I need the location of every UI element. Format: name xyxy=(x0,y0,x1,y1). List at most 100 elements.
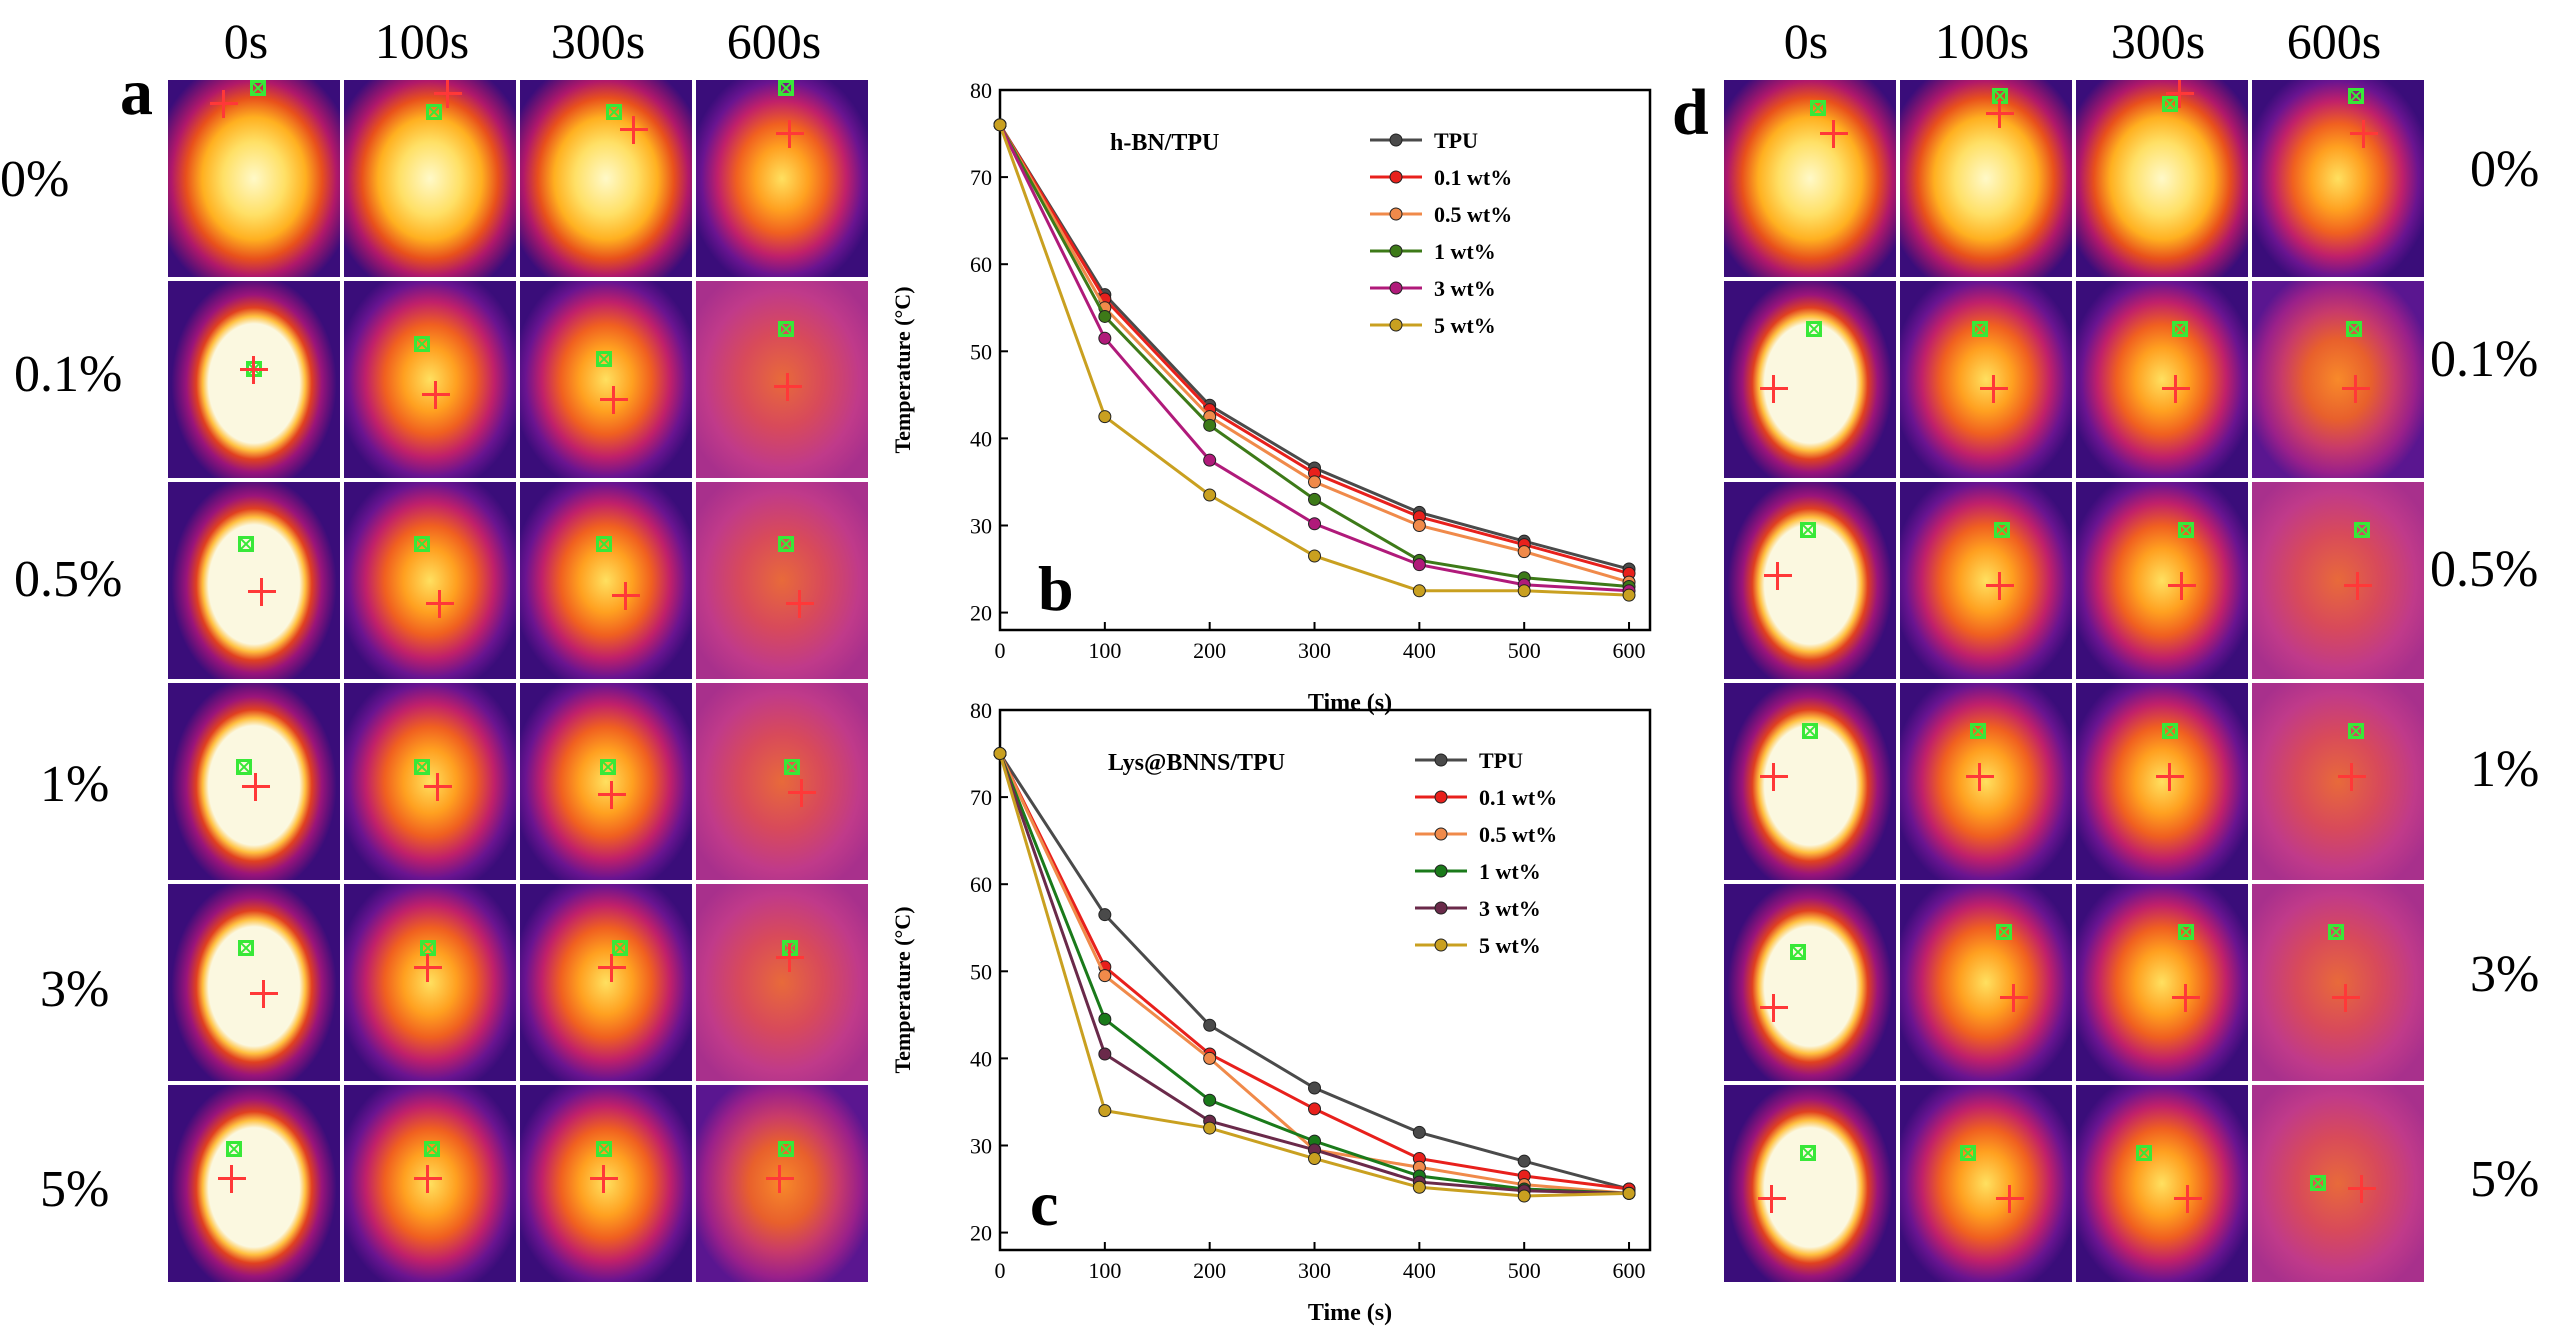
data-point xyxy=(1308,492,1322,506)
marker-square-icon xyxy=(596,351,612,367)
series-line xyxy=(998,124,1630,584)
marker-cross-icon xyxy=(414,954,442,982)
marker-square-icon xyxy=(600,759,616,775)
series-line xyxy=(998,752,1630,1195)
legend-marker xyxy=(1389,318,1403,332)
marker-cross-icon xyxy=(2174,1185,2202,1213)
row-label: 5% xyxy=(40,1161,110,1218)
row-label: 0.1% xyxy=(14,346,123,403)
marker-cross-icon xyxy=(414,1165,442,1193)
data-point xyxy=(1098,1047,1112,1061)
data-point xyxy=(1308,517,1322,531)
marker-square-icon xyxy=(226,1141,242,1157)
thermal-image xyxy=(2252,884,2424,1081)
legend-marker xyxy=(1389,207,1403,221)
legend-marker xyxy=(1434,827,1448,841)
row-label: 0.5% xyxy=(14,551,123,608)
marker-cross-icon xyxy=(2000,984,2028,1012)
y-tick-label: 80 xyxy=(970,698,992,723)
x-tick-label: 400 xyxy=(1403,638,1436,663)
series-line xyxy=(998,752,1630,1191)
data-point xyxy=(1203,418,1217,432)
marker-cross-icon xyxy=(240,356,268,384)
marker-square-icon xyxy=(778,536,794,552)
cooling-chart-c: Temperature (°C) Time (s) Lys@BNNS/TPU c… xyxy=(890,698,1652,1326)
plot-frame xyxy=(998,88,1652,632)
thermal-image-grid-a xyxy=(168,80,868,1282)
thermal-image xyxy=(1900,1085,2072,1282)
data-point xyxy=(1203,488,1217,502)
marker-square-icon xyxy=(238,536,254,552)
x-tick-label: 300 xyxy=(1298,638,1331,663)
x-tick-label: 0 xyxy=(995,638,1006,663)
marker-square-icon xyxy=(1800,1145,1816,1161)
row-label: 3% xyxy=(40,961,110,1018)
marker-square-icon xyxy=(1790,944,1806,960)
legend-marker xyxy=(1389,170,1403,184)
marker-square-icon xyxy=(238,940,254,956)
chart-title: h-BN/TPU xyxy=(1110,130,1219,156)
data-point xyxy=(993,118,1007,132)
legend-marker xyxy=(1389,133,1403,147)
row-label: 0.5% xyxy=(2430,541,2539,598)
data-point xyxy=(1203,453,1217,467)
marker-cross-icon xyxy=(612,582,640,610)
data-point xyxy=(1622,588,1636,602)
marker-cross-icon xyxy=(242,773,270,801)
row-label: 3% xyxy=(2470,946,2540,1003)
thermal-image xyxy=(2252,683,2424,880)
legend: TPU 0.1 wt% 0.5 wt% 1 wt% 3 wt% 5 wt% xyxy=(1370,128,1512,338)
legend-label: 1 wt% xyxy=(1479,859,1541,884)
x-tick-label: 400 xyxy=(1403,1258,1436,1283)
y-tick-label: 30 xyxy=(970,1133,992,1158)
data-point xyxy=(1098,1012,1112,1026)
time-header: 600s xyxy=(2286,13,2382,69)
thermal-image xyxy=(168,482,340,679)
marker-cross-icon xyxy=(1996,1185,2024,1213)
marker-square-icon xyxy=(596,1141,612,1157)
marker-square-icon xyxy=(2172,321,2188,337)
marker-cross-icon xyxy=(2166,80,2194,108)
thermal-image xyxy=(520,683,692,880)
y-tick-label: 50 xyxy=(970,959,992,984)
marker-square-icon xyxy=(1802,723,1818,739)
legend-label: 1 wt% xyxy=(1434,239,1496,264)
data-point xyxy=(1517,1154,1531,1168)
data-point xyxy=(1098,908,1112,922)
marker-square-icon xyxy=(1972,321,1988,337)
thermal-image xyxy=(168,80,340,277)
marker-cross-icon xyxy=(620,116,648,144)
series-line xyxy=(998,753,1630,1195)
thermal-image xyxy=(1900,884,2072,1081)
data-point xyxy=(993,747,1007,761)
data-point xyxy=(1098,410,1112,424)
legend-label: TPU xyxy=(1434,128,1478,153)
thermal-image xyxy=(1900,80,2072,277)
series-line xyxy=(998,124,1630,588)
x-tick-label: 500 xyxy=(1508,638,1541,663)
legend-marker xyxy=(1389,244,1403,258)
legend-label: 3 wt% xyxy=(1434,276,1496,301)
marker-cross-icon xyxy=(2332,984,2360,1012)
marker-cross-icon xyxy=(766,1165,794,1193)
legend-marker xyxy=(1434,753,1448,767)
marker-square-icon xyxy=(784,759,800,775)
thermal-image xyxy=(696,884,868,1081)
marker-cross-icon xyxy=(1758,1185,1786,1213)
thermal-image xyxy=(520,80,692,277)
marker-cross-icon xyxy=(598,781,626,809)
data-point xyxy=(1098,331,1112,345)
x-tick-label: 300 xyxy=(1298,1258,1331,1283)
thermal-image xyxy=(2076,281,2248,478)
marker-cross-icon xyxy=(2172,984,2200,1012)
marker-cross-icon xyxy=(1764,562,1792,590)
x-tick-label: 200 xyxy=(1193,638,1226,663)
legend-label: 5 wt% xyxy=(1434,313,1496,338)
plot-frame xyxy=(998,708,1652,1252)
marker-cross-icon xyxy=(2344,572,2372,600)
thermal-image xyxy=(1724,482,1896,679)
marker-cross-icon xyxy=(788,779,816,807)
marker-square-icon xyxy=(2354,522,2370,538)
time-header: 600s xyxy=(726,13,822,69)
thermal-image-grid-d xyxy=(1724,80,2424,1282)
